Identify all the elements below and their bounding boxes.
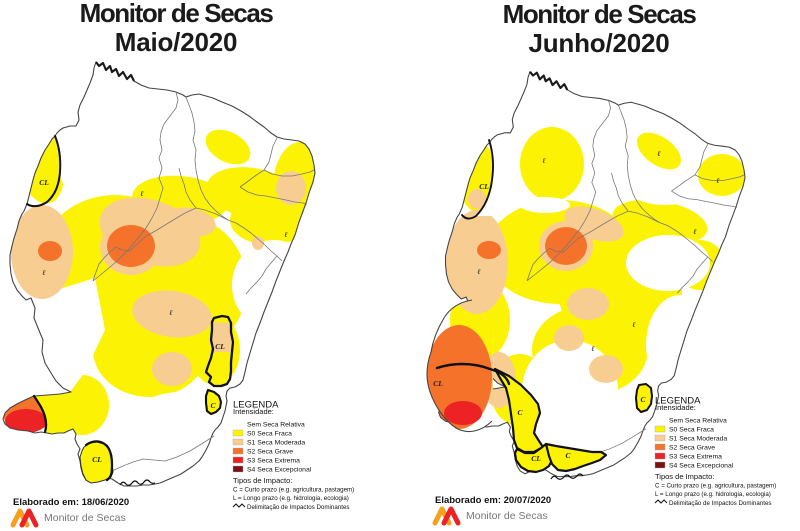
- svg-text:Monitor de Secas: Monitor de Secas: [44, 512, 126, 524]
- svg-text:Monitor de Secas: Monitor de Secas: [80, 0, 274, 28]
- svg-text:Elaborado em: 18/06/2020: Elaborado em: 18/06/2020: [13, 497, 129, 508]
- svg-text:CL: CL: [479, 182, 489, 191]
- svg-text:C: C: [640, 395, 646, 404]
- svg-text:C: C: [210, 401, 216, 410]
- svg-text:C: C: [565, 451, 571, 460]
- svg-text:S4 Seca Excepcional: S4 Seca Excepcional: [669, 463, 734, 470]
- svg-text:ℓ: ℓ: [168, 308, 172, 317]
- svg-text:CL: CL: [215, 342, 225, 351]
- svg-text:CL: CL: [39, 178, 49, 187]
- svg-text:Intensidade:: Intensidade:: [655, 403, 696, 412]
- svg-text:C = Curto prazo (e.g. agricult: C = Curto prazo (e.g. agricultura, pasta…: [233, 487, 354, 494]
- svg-text:S1 Seca Moderada: S1 Seca Moderada: [247, 440, 305, 447]
- svg-text:S4 Seca Excepcional: S4 Seca Excepcional: [247, 467, 312, 474]
- svg-text:S3 Seca Extrema: S3 Seca Extrema: [669, 454, 722, 461]
- svg-text:Intensidade:: Intensidade:: [233, 407, 274, 416]
- svg-text:C: C: [517, 408, 523, 417]
- svg-text:CL: CL: [92, 455, 102, 464]
- svg-text:ℓ: ℓ: [41, 268, 45, 277]
- svg-text:ℓ: ℓ: [656, 149, 660, 158]
- svg-text:Elaborado em: 20/07/2020: Elaborado em: 20/07/2020: [435, 495, 551, 506]
- svg-text:LEGENDA: LEGENDA: [233, 400, 279, 411]
- svg-text:Delimitação de Impactos Domina: Delimitação de Impactos Dominantes: [247, 504, 349, 511]
- svg-text:ℓ: ℓ: [692, 227, 696, 236]
- svg-text:Delimitação de Impactos Domina: Delimitação de Impactos Dominantes: [669, 500, 771, 507]
- svg-text:CL: CL: [433, 379, 443, 388]
- svg-text:CL: CL: [531, 454, 541, 463]
- svg-text:ℓ: ℓ: [476, 267, 480, 276]
- svg-text:Tipos de Impacto:: Tipos de Impacto:: [233, 476, 292, 485]
- svg-text:Sem Seca Relativa: Sem Seca Relativa: [247, 422, 305, 429]
- svg-text:Junho/2020: Junho/2020: [528, 28, 669, 58]
- svg-text:S3 Seca Extrema: S3 Seca Extrema: [247, 458, 300, 465]
- svg-text:L = Longo prazo (e.g. hidrolog: L = Longo prazo (e.g. hidrologia, ecolog…: [233, 495, 349, 502]
- svg-text:L = Longo prazo (e.g. hidrolog: L = Longo prazo (e.g. hidrologia, ecolog…: [655, 491, 771, 498]
- svg-text:S0 Seca Fraca: S0 Seca Fraca: [247, 431, 292, 438]
- svg-text:S0 Seca Fraca: S0 Seca Fraca: [669, 427, 714, 434]
- svg-text:Monitor de Secas: Monitor de Secas: [466, 510, 548, 522]
- svg-text:Monitor de Secas: Monitor de Secas: [503, 0, 697, 29]
- svg-text:S2 Seca Grave: S2 Seca Grave: [247, 449, 293, 456]
- svg-text:LEGENDA: LEGENDA: [655, 396, 701, 407]
- svg-text:ℓ: ℓ: [715, 176, 719, 185]
- svg-text:Tipos de Impacto:: Tipos de Impacto:: [655, 472, 714, 481]
- svg-text:ℓ: ℓ: [590, 344, 594, 353]
- svg-text:ℓ: ℓ: [541, 156, 545, 165]
- svg-text:Maio/2020: Maio/2020: [115, 27, 238, 57]
- svg-text:C = Curto prazo (e.g. agricult: C = Curto prazo (e.g. agricultura, pasta…: [655, 483, 776, 490]
- svg-text:Sem Seca Relativa: Sem Seca Relativa: [669, 418, 727, 425]
- svg-text:ℓ: ℓ: [139, 189, 143, 198]
- svg-text:S1 Seca Moderada: S1 Seca Moderada: [669, 436, 727, 443]
- svg-text:ℓ: ℓ: [283, 230, 287, 239]
- svg-text:S2 Seca Grave: S2 Seca Grave: [669, 445, 715, 452]
- svg-text:ℓ: ℓ: [631, 320, 635, 329]
